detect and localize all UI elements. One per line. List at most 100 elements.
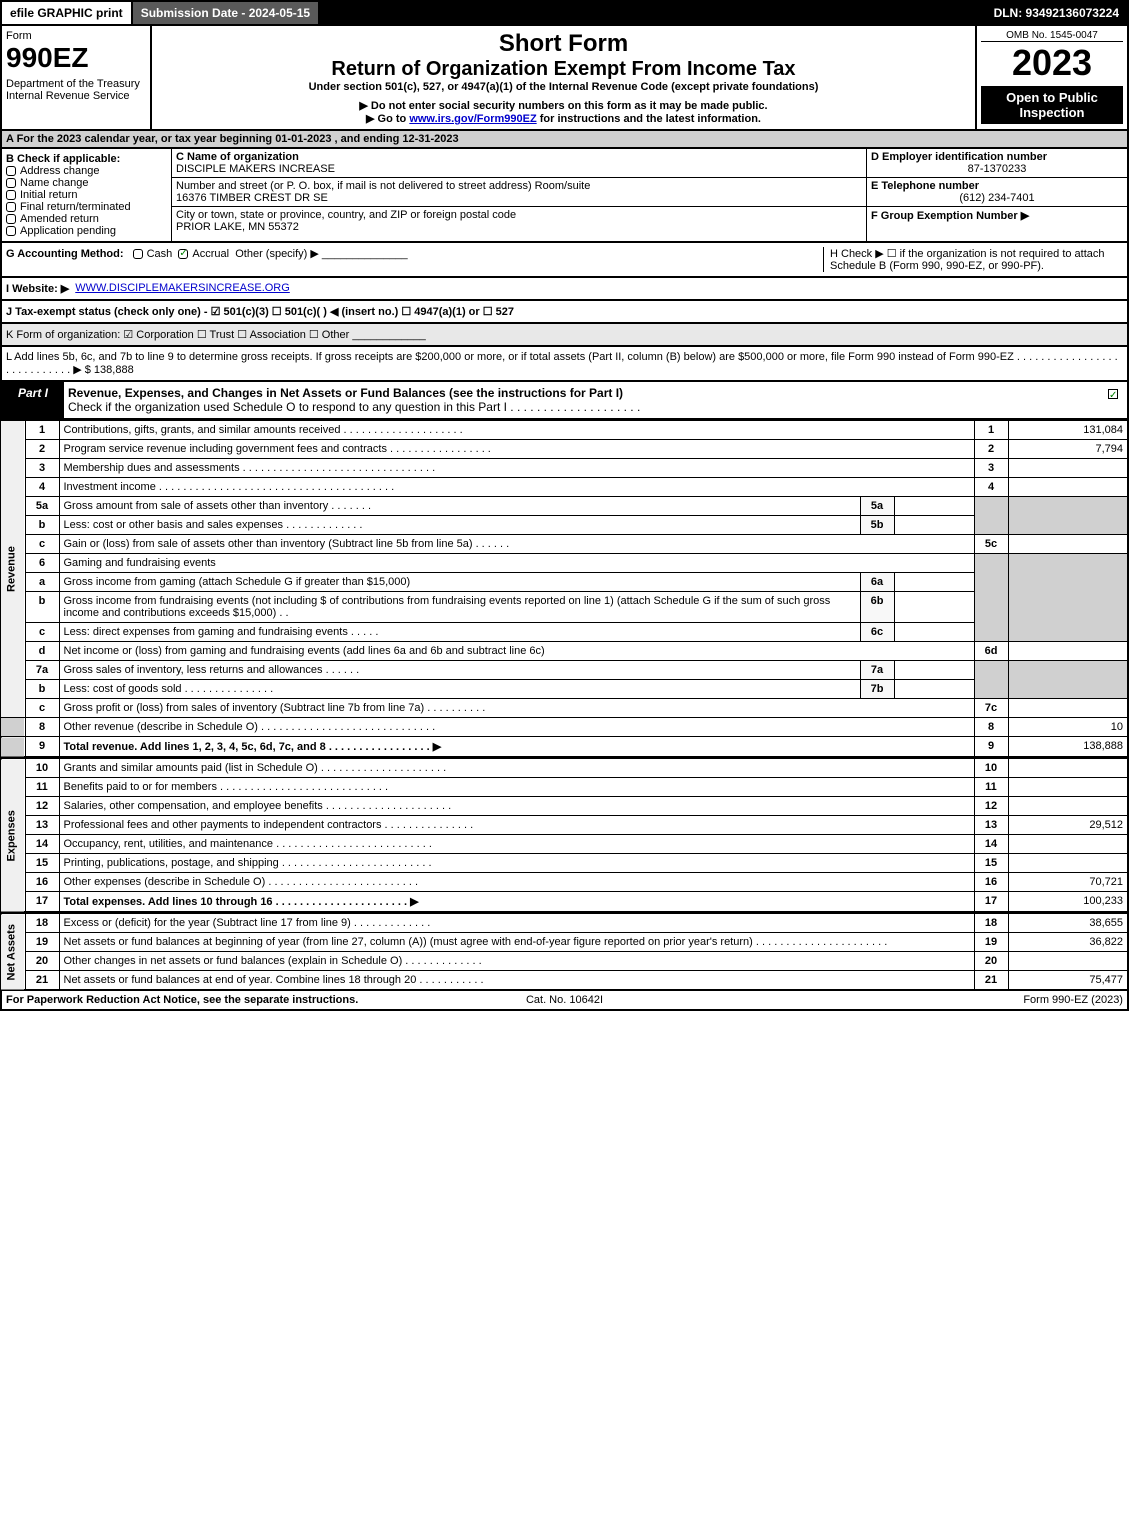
cb-application-pending[interactable]: Application pending (6, 225, 167, 237)
line-14-desc: Occupancy, rent, utilities, and maintena… (59, 835, 974, 854)
line-15-desc: Printing, publications, postage, and shi… (59, 854, 974, 873)
website-link[interactable]: WWW.DISCIPLEMAKERSINCREASE.ORG (75, 282, 290, 295)
main-title: Return of Organization Exempt From Incom… (156, 58, 971, 81)
row-j-status: J Tax-exempt status (check only one) - ☑… (0, 301, 1129, 324)
c-label: C Name of organization (176, 151, 862, 163)
line-15-value (1008, 854, 1128, 873)
block-bcdef: B Check if applicable: Address change Na… (0, 149, 1129, 243)
cb-initial-return[interactable]: Initial return (6, 189, 167, 201)
city-state-zip: PRIOR LAKE, MN 55372 (176, 221, 862, 233)
net-assets-table: Net Assets 18Excess or (deficit) for the… (0, 913, 1129, 991)
line-6-desc: Gaming and fundraising events (59, 554, 974, 573)
b-title: B Check if applicable: (6, 153, 167, 165)
line-6d-desc: Net income or (loss) from gaming and fun… (59, 642, 974, 661)
line-4-desc: Investment income . . . . . . . . . . . … (59, 478, 974, 497)
form-number: 990EZ (6, 42, 146, 74)
line-5c-value (1008, 535, 1128, 554)
cb-name-change[interactable]: Name change (6, 177, 167, 189)
header-right: OMB No. 1545-0047 2023 Open to Public In… (977, 26, 1127, 129)
line-6c-value (894, 623, 974, 642)
line-18-value: 38,655 (1008, 914, 1128, 933)
g-label: G Accounting Method: (6, 248, 124, 260)
ein-value: 87-1370233 (871, 163, 1123, 175)
dept-label: Department of the Treasury Internal Reve… (6, 78, 146, 102)
col-def: D Employer identification number 87-1370… (867, 149, 1127, 241)
line-2-desc: Program service revenue including govern… (59, 440, 974, 459)
line-20-desc: Other changes in net assets or fund bala… (59, 952, 974, 971)
line-7b-desc: Less: cost of goods sold . . . . . . . .… (59, 680, 860, 699)
line-6a-value (894, 573, 974, 592)
row-gh: G Accounting Method: Cash Accrual Other … (0, 243, 1129, 278)
netassets-side-label: Net Assets (1, 914, 25, 991)
line-17-value: 100,233 (1008, 892, 1128, 913)
part-i-sub: Check if the organization used Schedule … (68, 400, 640, 414)
line-19-value: 36,822 (1008, 933, 1128, 952)
line-21-value: 75,477 (1008, 971, 1128, 991)
line-10-desc: Grants and similar amounts paid (list in… (59, 759, 974, 778)
line-6b-value (894, 592, 974, 623)
row-l-gross-receipts: L Add lines 5b, 6c, and 7b to line 9 to … (0, 347, 1129, 382)
line-17-desc: Total expenses. Add lines 10 through 16 … (59, 892, 974, 913)
line-1-desc: Contributions, gifts, grants, and simila… (59, 421, 974, 440)
line-6b-desc: Gross income from fundraising events (no… (59, 592, 860, 623)
line-6a-desc: Gross income from gaming (attach Schedul… (59, 573, 860, 592)
line-13-desc: Professional fees and other payments to … (59, 816, 974, 835)
line-6d-value (1008, 642, 1128, 661)
row-a-period: A For the 2023 calendar year, or tax yea… (0, 131, 1129, 149)
line-20-value (1008, 952, 1128, 971)
omb-number: OMB No. 1545-0047 (981, 30, 1123, 42)
g-other: Other (specify) ▶ (235, 248, 319, 260)
line-8-desc: Other revenue (describe in Schedule O) .… (59, 718, 974, 737)
cb-amended-return[interactable]: Amended return (6, 213, 167, 225)
footer-center: Cat. No. 10642I (378, 994, 750, 1006)
cb-final-return[interactable]: Final return/terminated (6, 201, 167, 213)
form-label: Form (6, 30, 146, 42)
city-label: City or town, state or province, country… (176, 209, 862, 221)
efile-print-button[interactable]: efile GRAPHIC print (2, 2, 131, 24)
submission-date-button[interactable]: Submission Date - 2024-05-15 (133, 2, 318, 24)
col-b-checkboxes: B Check if applicable: Address change Na… (2, 149, 172, 241)
line-14-value (1008, 835, 1128, 854)
line-5b-value (894, 516, 974, 535)
expenses-table: Expenses 10Grants and similar amounts pa… (0, 758, 1129, 913)
top-bar: efile GRAPHIC print Submission Date - 20… (0, 0, 1129, 26)
phone-value: (612) 234-7401 (871, 192, 1123, 204)
expenses-side-label: Expenses (1, 759, 25, 913)
line-16-desc: Other expenses (describe in Schedule O) … (59, 873, 974, 892)
page-footer: For Paperwork Reduction Act Notice, see … (0, 991, 1129, 1011)
part-i-checkbox[interactable] (1103, 382, 1127, 418)
line-3-value (1008, 459, 1128, 478)
tax-year: 2023 (981, 42, 1123, 84)
cb-address-change[interactable]: Address change (6, 165, 167, 177)
line-2-value: 7,794 (1008, 440, 1128, 459)
subtitle: Under section 501(c), 527, or 4947(a)(1)… (156, 81, 971, 93)
street-address: 16376 TIMBER CREST DR SE (176, 192, 862, 204)
line-11-value (1008, 778, 1128, 797)
header-center: Short Form Return of Organization Exempt… (152, 26, 977, 129)
line-12-desc: Salaries, other compensation, and employ… (59, 797, 974, 816)
line-18-desc: Excess or (deficit) for the year (Subtra… (59, 914, 974, 933)
line-16-value: 70,721 (1008, 873, 1128, 892)
line-7b-value (894, 680, 974, 699)
line-9-value: 138,888 (1008, 737, 1128, 758)
goto-post: for instructions and the latest informat… (537, 113, 761, 125)
irs-link[interactable]: www.irs.gov/Form990EZ (409, 113, 536, 125)
g-accounting: G Accounting Method: Cash Accrual Other … (6, 247, 823, 272)
header-left: Form 990EZ Department of the Treasury In… (2, 26, 152, 129)
part-i-tab: Part I (2, 382, 64, 418)
line-12-value (1008, 797, 1128, 816)
line-9-desc: Total revenue. Add lines 1, 2, 3, 4, 5c,… (59, 737, 974, 758)
form-header: Form 990EZ Department of the Treasury In… (0, 26, 1129, 131)
goto-pre: ▶ Go to (366, 113, 409, 125)
line-4-value (1008, 478, 1128, 497)
line-5b-desc: Less: cost or other basis and sales expe… (59, 516, 860, 535)
j-label: J Tax-exempt status (check only one) - ☑… (6, 305, 514, 318)
dln-label: DLN: 93492136073224 (986, 2, 1127, 24)
row-i-website: I Website: ▶ WWW.DISCIPLEMAKERSINCREASE.… (0, 278, 1129, 301)
ssn-note: ▶ Do not enter social security numbers o… (156, 99, 971, 112)
cb-cash[interactable] (133, 249, 143, 259)
line-5a-desc: Gross amount from sale of assets other t… (59, 497, 860, 516)
short-form-title: Short Form (156, 30, 971, 58)
cb-accrual[interactable] (178, 249, 188, 259)
line-8-value: 10 (1008, 718, 1128, 737)
